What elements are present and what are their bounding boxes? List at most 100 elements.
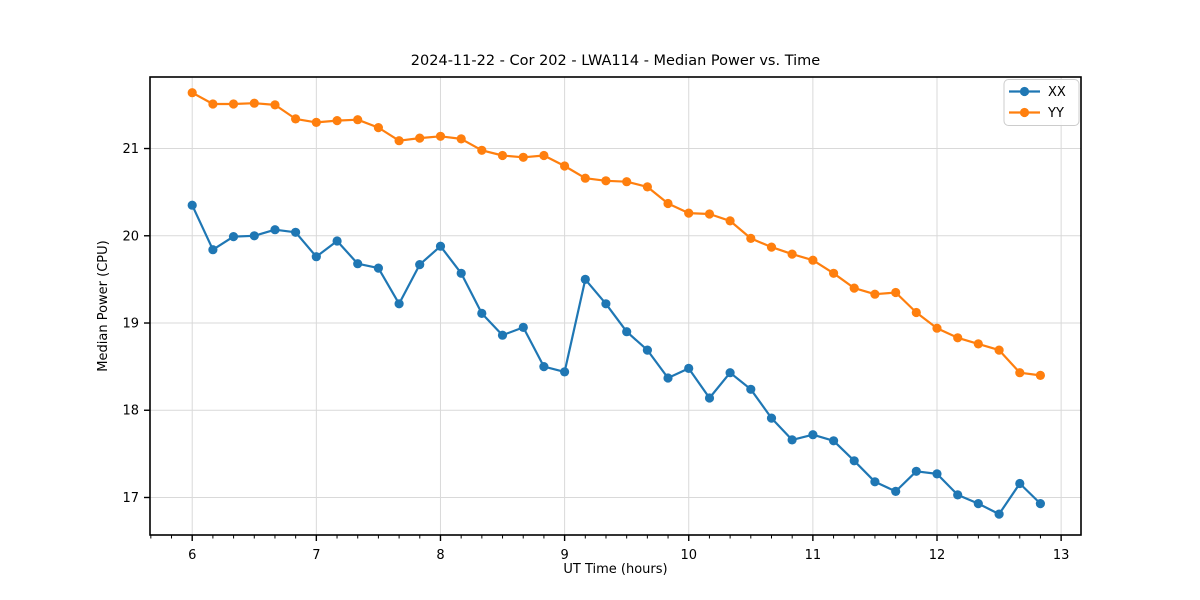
series-yy-point: [808, 255, 818, 265]
series-yy-point: [973, 339, 983, 349]
series-yy-point: [746, 233, 756, 243]
legend-marker: [1019, 107, 1030, 118]
series-yy-point: [228, 99, 239, 109]
x-tick-label: 9: [560, 548, 568, 563]
series-xx-point: [518, 322, 528, 332]
series-xx-point: [1035, 499, 1045, 509]
x-tick-label: 11: [805, 548, 822, 563]
x-tick-label: 10: [680, 548, 697, 563]
series-yy-point: [932, 323, 942, 333]
series-yy-point: [622, 177, 632, 187]
y-tick-label: 21: [122, 142, 139, 157]
series-xx-point: [477, 308, 487, 318]
series-xx-point: [1015, 478, 1025, 489]
legend-label: YY: [1047, 106, 1064, 121]
legend: XX YY: [1003, 79, 1080, 126]
x-tick-label: 13: [1053, 548, 1070, 563]
series-xx-line: [191, 204, 1042, 516]
series-xx-point: [249, 231, 259, 241]
series-xx-point: [766, 413, 777, 423]
legend-box: [1003, 79, 1080, 126]
series-yy-point: [704, 209, 715, 219]
series-xx-point: [787, 435, 797, 445]
series-yy-point: [539, 150, 549, 161]
series-xx-point: [187, 200, 197, 210]
legend-label: XX: [1048, 85, 1066, 100]
series-yy-point: [208, 99, 218, 109]
series-xx-point: [746, 384, 756, 394]
series-xx-point: [642, 345, 653, 355]
series-xx-point: [560, 367, 570, 377]
series-xx-point: [373, 263, 383, 273]
series-xx-point: [353, 259, 363, 269]
series-yy-point: [415, 133, 425, 143]
series-yy-point: [891, 287, 901, 298]
series-xx-point: [829, 436, 839, 446]
series-xx-point: [994, 509, 1004, 519]
series-xx-point: [435, 241, 446, 251]
y-tick-label: 20: [122, 229, 139, 244]
x-axis-label: UT Time (hours): [563, 562, 667, 577]
series-xx-point: [332, 236, 342, 246]
series-yy-point: [684, 208, 694, 218]
series-yy-point: [766, 242, 777, 252]
legend-marker: [1019, 86, 1030, 97]
series-xx-point: [704, 393, 715, 403]
series-xx-point: [684, 363, 694, 373]
series-yy-point: [435, 131, 446, 141]
series-yy-point: [187, 88, 197, 98]
series-xx-point: [622, 327, 632, 337]
series-xx-point: [973, 499, 983, 509]
y-tick-label: 18: [122, 404, 139, 419]
series-xx-point: [870, 477, 880, 487]
series-xx-point: [953, 490, 963, 500]
series-yy-point: [518, 152, 528, 162]
series-yy-point: [725, 216, 735, 226]
series-xx-point: [932, 469, 942, 479]
series-yy-point: [994, 345, 1004, 355]
series-xx-point: [228, 232, 239, 242]
x-tick-label: 6: [188, 548, 196, 563]
series-yy-line: [191, 91, 1042, 377]
series-xx-point: [311, 252, 321, 262]
series-yy-point: [394, 136, 404, 146]
series-xx-point: [539, 362, 549, 372]
series-yy-point: [477, 145, 487, 155]
series-yy-point: [560, 161, 570, 171]
series-yy-point: [249, 98, 259, 108]
series-yy-point: [291, 114, 301, 124]
series-yy-point: [353, 115, 363, 125]
series-xx-point: [891, 486, 901, 496]
series-xx-point: [208, 245, 218, 255]
series-yy-point: [1015, 368, 1025, 378]
series-xx-point: [270, 225, 280, 235]
series-yy-point: [849, 283, 859, 293]
series-yy-point: [332, 116, 342, 126]
series-yy-point: [1035, 370, 1045, 380]
series-xx-point: [415, 260, 425, 270]
chart-title: 2024-11-22 - Cor 202 - LWA114 - Median P…: [411, 53, 820, 69]
x-tick-label: 12: [929, 548, 946, 563]
series-yy-point: [270, 100, 280, 110]
x-tick-label: 7: [312, 548, 320, 563]
series-xx-point: [911, 466, 921, 476]
series-xx-point: [456, 268, 466, 278]
series-yy-point: [953, 333, 963, 343]
series-yy-point: [497, 150, 508, 161]
series-yy-point: [787, 249, 797, 259]
series-yy-point: [601, 176, 611, 186]
series-yy-point: [829, 268, 839, 278]
series-xx-point: [849, 456, 859, 466]
series-xx-point: [663, 373, 673, 383]
series-yy-point: [456, 134, 466, 144]
series-xx-point: [808, 430, 818, 440]
series-yy-point: [311, 117, 321, 127]
series-yy-point: [870, 289, 880, 299]
series-xx-point: [394, 299, 404, 309]
y-tick-label: 17: [122, 491, 139, 506]
plot-spines: [149, 76, 1082, 536]
series-xx-point: [291, 227, 301, 237]
y-axis-label: Median Power (CPU): [96, 240, 111, 371]
